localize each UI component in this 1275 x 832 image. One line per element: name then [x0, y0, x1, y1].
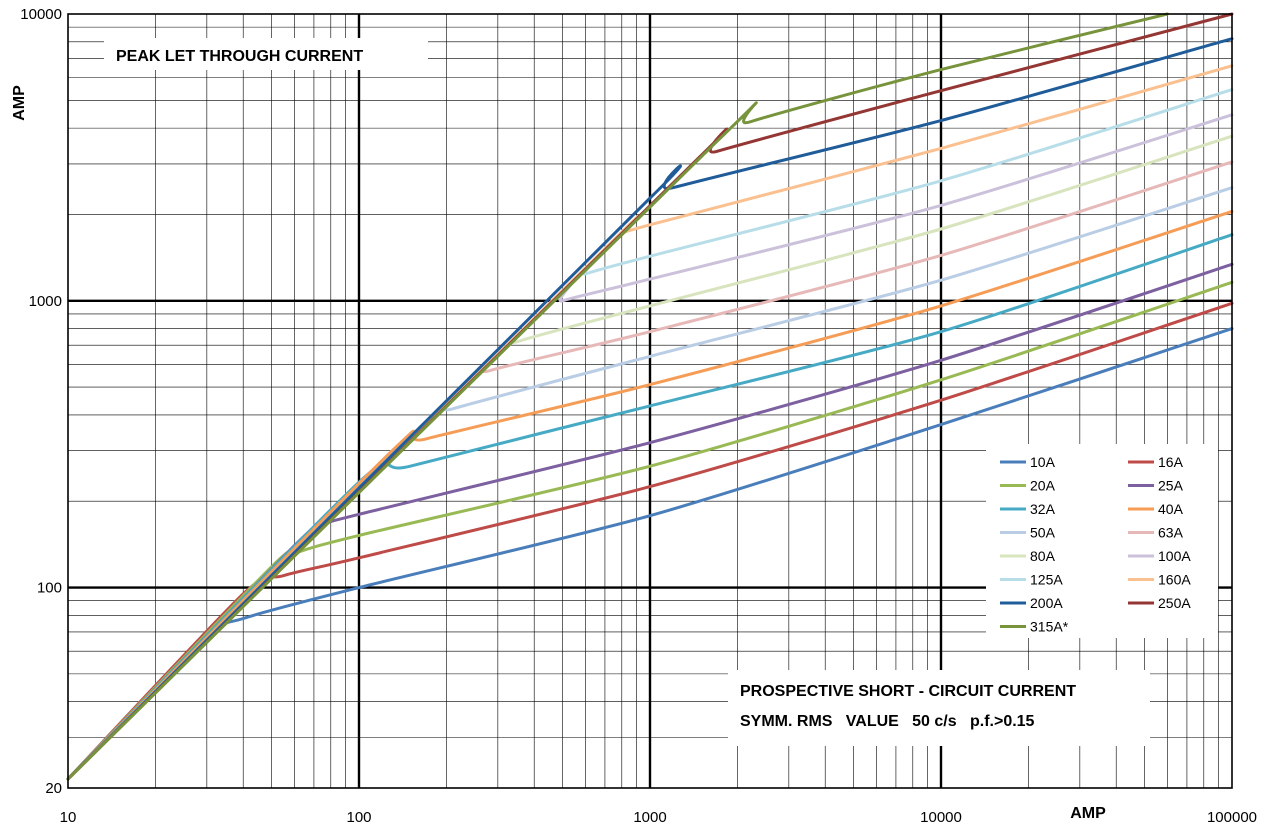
legend-label-250a: 250A — [1158, 595, 1191, 611]
series-line-20a — [66, 280, 1234, 781]
legend-label-10a: 10A — [1030, 454, 1056, 470]
legend-label-25a: 25A — [1158, 478, 1184, 494]
annotation-line-2: SYMM. RMS VALUE 50 c/s p.f.>0.15 — [740, 713, 1035, 730]
series-line-40a — [66, 209, 1234, 781]
legend-label-160a: 160A — [1158, 572, 1191, 588]
x-axis-title: AMP — [1070, 805, 1106, 822]
series-line-315a — [66, 12, 1169, 781]
legend: 10A 16A 20A 25A 32A 40A 50A 63A 80A 100A 125A 160A 2… — [1000, 454, 1191, 635]
legend-box — [986, 444, 1218, 638]
title-box — [104, 38, 428, 70]
plot-frame — [67, 13, 1233, 789]
legend-label-100a: 100A — [1158, 548, 1191, 564]
y-tick-label: 100 — [37, 580, 62, 597]
series-line-200a — [66, 37, 1234, 781]
legend-label-32a: 32A — [1030, 501, 1056, 517]
legend-label-16a: 16A — [1158, 454, 1184, 470]
x-tick-label: 100000 — [1207, 809, 1257, 826]
annotation-box — [728, 670, 1150, 746]
legend-label-20a: 20A — [1030, 478, 1056, 494]
legend-label-50a: 50A — [1030, 525, 1056, 541]
y-tick-label: 20 — [45, 780, 62, 797]
x-tick-label: 1000 — [633, 809, 666, 826]
legend-label-40a: 40A — [1158, 501, 1184, 517]
y-axis-title: AMP — [11, 85, 28, 121]
series-line-32a — [66, 233, 1234, 781]
chart-title: PEAK LET THROUGH CURRENT — [116, 48, 363, 65]
legend-label-315a: 315A* — [1030, 619, 1069, 635]
series-lines — [66, 12, 1234, 781]
x-tick-label: 100 — [346, 809, 371, 826]
tick-labels: 10 100 1000 10000 100000 20 100 1000 10000 — [20, 6, 1257, 826]
y-tick-label: 1000 — [29, 293, 62, 310]
y-tick-label: 10000 — [20, 6, 62, 23]
x-tick-label: 10000 — [920, 809, 962, 826]
legend-label-125a: 125A — [1030, 572, 1063, 588]
x-tick-label: 10 — [60, 809, 77, 826]
legend-label-200a: 200A — [1030, 595, 1063, 611]
legend-label-80a: 80A — [1030, 548, 1056, 564]
legend-label-63a: 63A — [1158, 525, 1184, 541]
annotation-line-1: PROSPECTIVE SHORT - CIRCUIT CURRENT — [740, 683, 1076, 700]
